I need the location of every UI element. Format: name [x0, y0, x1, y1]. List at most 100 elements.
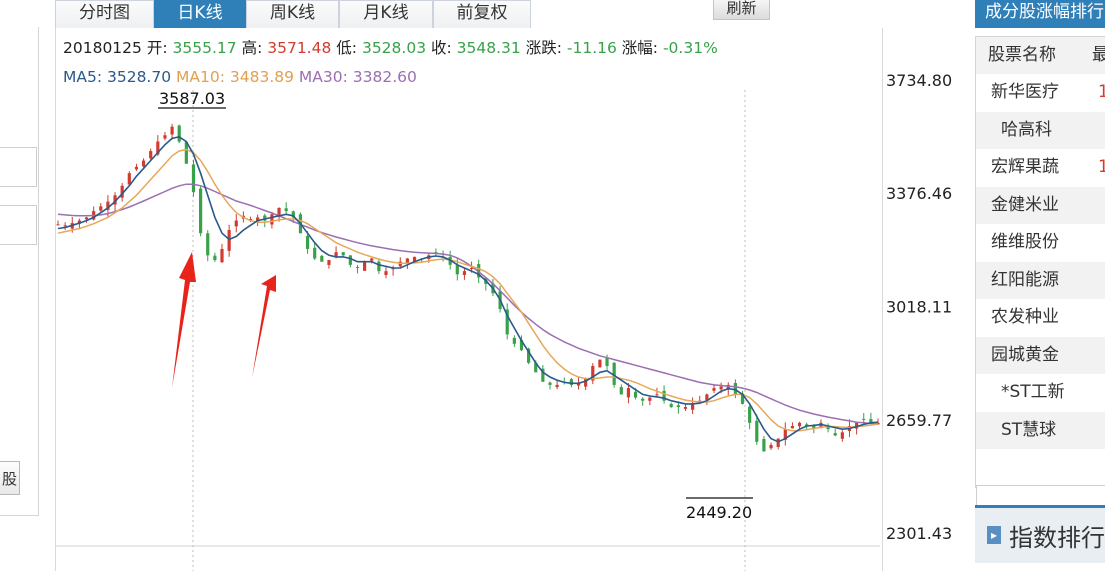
ranking-row[interactable]: 红阳能源: [976, 261, 1105, 299]
ranking-row[interactable]: 维维股份: [976, 224, 1105, 261]
ranking-stock-name[interactable]: *ST工新: [1001, 382, 1065, 402]
candle-body: [740, 393, 745, 404]
ranking-row[interactable]: 宏辉果蔬 1: [976, 149, 1105, 186]
candle-body: [313, 247, 317, 259]
col-name-header: 股票名称: [988, 45, 1056, 65]
candle-body: [263, 215, 267, 221]
candle-body: [612, 362, 616, 385]
candle-body: [819, 422, 823, 428]
ranking-row[interactable]: *ST工新: [976, 374, 1105, 411]
candle-body: [705, 394, 709, 401]
ranking-stock-name[interactable]: 农发种业: [991, 307, 1059, 327]
tab-daily-k[interactable]: 日K线: [154, 0, 246, 28]
tab-monthly-k[interactable]: 月K线: [339, 0, 433, 28]
candle-body: [855, 422, 859, 429]
candle-body: [377, 261, 381, 272]
chart-period-tabs: 分时图 日K线 周K线 月K线 前复权: [55, 0, 531, 28]
ranking-panel-header: 成分股涨幅排行: [975, 0, 1105, 28]
candle-body: [655, 394, 659, 396]
ranking-stock-name[interactable]: 红阳能源: [991, 269, 1059, 290]
candle-body: [113, 195, 117, 205]
candle-body: [676, 405, 680, 408]
candle-body: [141, 160, 146, 167]
info-date: 20180125: [63, 39, 142, 57]
change-value: -11.16: [566, 39, 617, 57]
ranking-stock-name[interactable]: 金健米业: [991, 194, 1059, 215]
candle-body: [234, 220, 238, 227]
close-label: 收:: [431, 39, 452, 57]
ranking-row[interactable]: 哈高科: [976, 111, 1105, 149]
candle-body: [199, 188, 203, 234]
candle-body: [177, 125, 181, 142]
candle-body: [227, 230, 231, 251]
candle-body: [812, 425, 816, 430]
candle-body: [840, 432, 844, 439]
ranking-stock-name[interactable]: 园城黄金: [991, 344, 1059, 365]
ranking-row[interactable]: 新华医疗 1: [976, 74, 1105, 111]
candle-body: [191, 164, 196, 193]
y-tick-label: 2301.43: [886, 524, 952, 543]
candle-body: [633, 391, 638, 398]
candle-body: [797, 422, 802, 427]
candle-body: [327, 260, 331, 265]
candle-body: [591, 365, 595, 381]
candle-body: [120, 185, 124, 198]
ranking-stock-name[interactable]: 维维股份: [991, 232, 1059, 252]
left-input-2[interactable]: [0, 205, 37, 245]
ranking-row[interactable]: ST慧球: [976, 411, 1105, 449]
candle-body: [584, 378, 588, 387]
candle-body: [548, 382, 552, 385]
candle-body: [762, 438, 766, 452]
ma10-line: [57, 148, 879, 432]
ma-legend: MA5: 3528.70 MA10: 3483.89 MA30: 3382.60: [63, 68, 417, 86]
candle-body: [626, 388, 631, 398]
constituent-ranking-panel: 成分股涨幅排行 股票名称 最 新华医疗 1 哈高科 宏辉果蔬 1 金健米业 维维股份 红阳能源…: [975, 0, 1105, 571]
candle-body: [213, 255, 217, 261]
candle-body: [163, 135, 167, 139]
candle-body: [598, 359, 602, 368]
candle-body: [748, 406, 752, 423]
ma10-legend: MA10: 3483.89: [176, 68, 294, 86]
candle-body: [619, 387, 623, 395]
candle-body: [862, 418, 866, 420]
left-input-1[interactable]: [0, 147, 37, 187]
ranking-stock-name[interactable]: 新华医疗: [991, 82, 1059, 102]
candle-body: [106, 201, 110, 210]
left-panel: 股: [0, 27, 39, 516]
candle-body: [698, 400, 702, 402]
pct-value: -0.31%: [662, 39, 718, 57]
candle-body: [534, 362, 538, 373]
candle-body: [790, 425, 795, 429]
open-label: 开:: [146, 39, 168, 57]
ranking-row[interactable]: 金健米业: [976, 186, 1105, 224]
high-value: 3571.48: [267, 39, 332, 57]
candle-body: [505, 309, 509, 335]
close-value: 3548.31: [456, 39, 521, 57]
annotation-high-label: 3587.03: [159, 89, 225, 108]
ranking-stock-name[interactable]: ST慧球: [1001, 419, 1057, 440]
expand-arrow-icon[interactable]: ▸: [987, 526, 1001, 544]
ranking-stock-name[interactable]: 哈高科: [1001, 119, 1052, 140]
candle-body: [712, 388, 716, 391]
tab-forward-adjust[interactable]: 前复权: [433, 0, 531, 28]
candle-body: [348, 255, 352, 265]
tab-weekly-k[interactable]: 周K线: [246, 0, 339, 28]
candle-body: [320, 255, 324, 262]
tab-intraday[interactable]: 分时图: [55, 0, 154, 28]
candle-body: [576, 383, 581, 386]
refresh-button[interactable]: 刷新: [713, 0, 770, 20]
left-action-button[interactable]: 股: [0, 461, 20, 495]
ranking-row[interactable]: 园城黄金: [976, 336, 1105, 374]
candle-body: [77, 220, 81, 224]
ranking-stock-value: 1: [1098, 157, 1105, 177]
candle-body: [569, 379, 573, 385]
candle-body: [477, 264, 481, 278]
red-arrow-2: [252, 275, 276, 378]
low-label: 低:: [336, 39, 358, 57]
candle-body: [683, 407, 688, 409]
ranking-stock-name[interactable]: 宏辉果蔬: [991, 157, 1059, 177]
ranking-row[interactable]: 农发种业: [976, 299, 1105, 336]
candle-body: [719, 386, 723, 390]
change-label: 涨跌:: [525, 39, 562, 57]
candle-body: [641, 398, 645, 401]
